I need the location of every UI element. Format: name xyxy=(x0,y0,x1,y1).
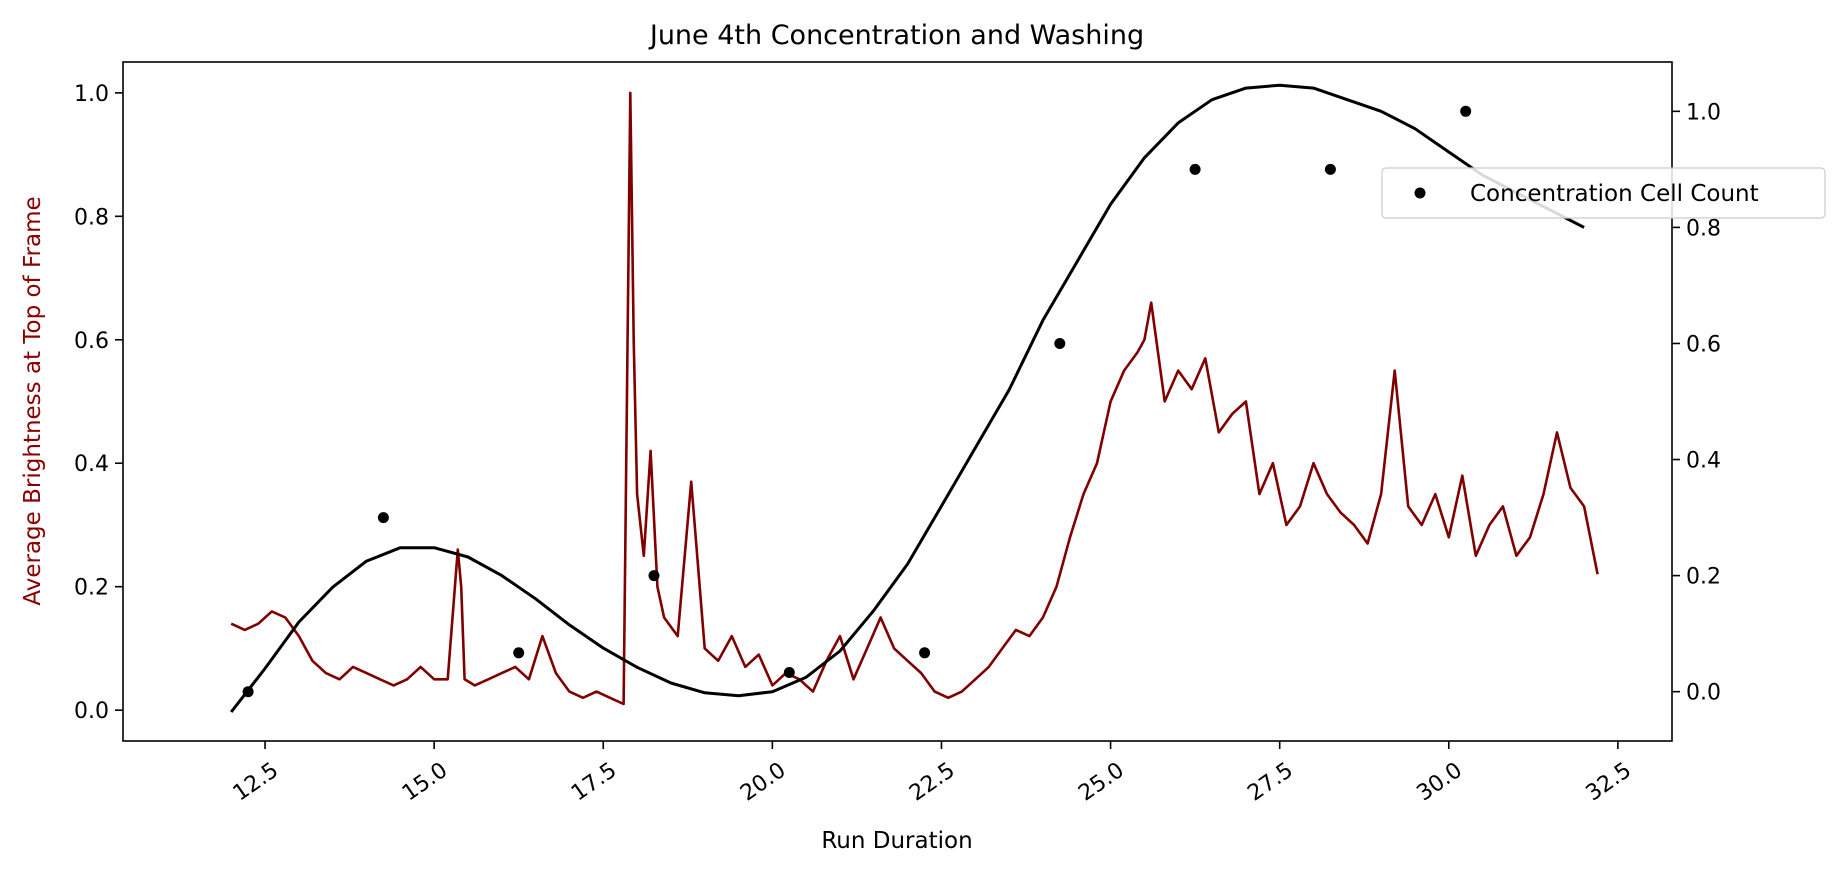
legend: Concentration Cell Count xyxy=(1381,167,1826,219)
y-axis-right: 0.0 0.2 0.4 0.6 0.8 1.0 xyxy=(1672,100,1721,706)
x-tick-label: 32.5 xyxy=(1582,758,1636,807)
y-left-tick-label: 0.4 xyxy=(74,452,109,477)
y-left-tick-label: 1.0 xyxy=(74,82,109,107)
plot-area xyxy=(230,83,1599,713)
y-right-tick-label: 0.4 xyxy=(1686,449,1721,474)
y-right-tick-label: 1.0 xyxy=(1686,100,1721,125)
cell-count-point xyxy=(1460,105,1472,117)
y-axis-left: 0.0 0.2 0.4 0.6 0.8 1.0 xyxy=(74,82,123,724)
cell-count-point xyxy=(648,570,660,582)
chart-title: June 4th Concentration and Washing xyxy=(648,20,1144,51)
cell-count-point xyxy=(1054,338,1066,349)
cell-count-point xyxy=(919,647,931,659)
legend-marker xyxy=(1414,187,1426,199)
y-left-tick-label: 0.0 xyxy=(74,699,109,724)
brightness-line xyxy=(230,91,1599,706)
x-tick-label: 30.0 xyxy=(1412,758,1466,807)
cell-count-point xyxy=(1189,163,1201,175)
x-tick-label: 20.0 xyxy=(736,758,790,807)
y-left-tick-label: 0.2 xyxy=(74,576,109,601)
cell-count-point xyxy=(513,647,525,659)
y-right-tick-label: 0.8 xyxy=(1686,216,1721,241)
legend-label: Concentration Cell Count xyxy=(1470,181,1759,207)
cell-count-point xyxy=(1324,163,1336,175)
y-right-tick-label: 0.0 xyxy=(1686,681,1721,706)
legend-box xyxy=(1381,167,1826,219)
x-tick-label: 25.0 xyxy=(1074,758,1128,807)
x-axis: 12.5 15.0 17.5 20.0 22.5 25.0 27.5 30.0 32.5 xyxy=(229,741,1636,806)
cell-count-point xyxy=(783,667,795,678)
x-tick-label: 27.5 xyxy=(1243,758,1297,807)
fit-curve xyxy=(230,83,1585,713)
x-tick-label: 12.5 xyxy=(229,758,283,807)
x-axis-title: Run Duration xyxy=(821,828,972,854)
plot-frame xyxy=(122,61,1673,742)
y-left-tick-label: 0.8 xyxy=(74,205,109,230)
y-right-tick-label: 0.6 xyxy=(1686,332,1721,357)
x-tick-label: 15.0 xyxy=(398,758,452,807)
y-axis-left-title: Average Brightness at Top of Frame xyxy=(20,196,46,605)
y-left-tick-label: 0.6 xyxy=(74,329,109,354)
x-tick-label: 17.5 xyxy=(567,758,621,807)
y-right-tick-label: 0.2 xyxy=(1686,565,1721,590)
x-tick-label: 22.5 xyxy=(905,758,959,807)
cell-count-point xyxy=(377,512,389,524)
cell-count-point xyxy=(242,686,254,698)
